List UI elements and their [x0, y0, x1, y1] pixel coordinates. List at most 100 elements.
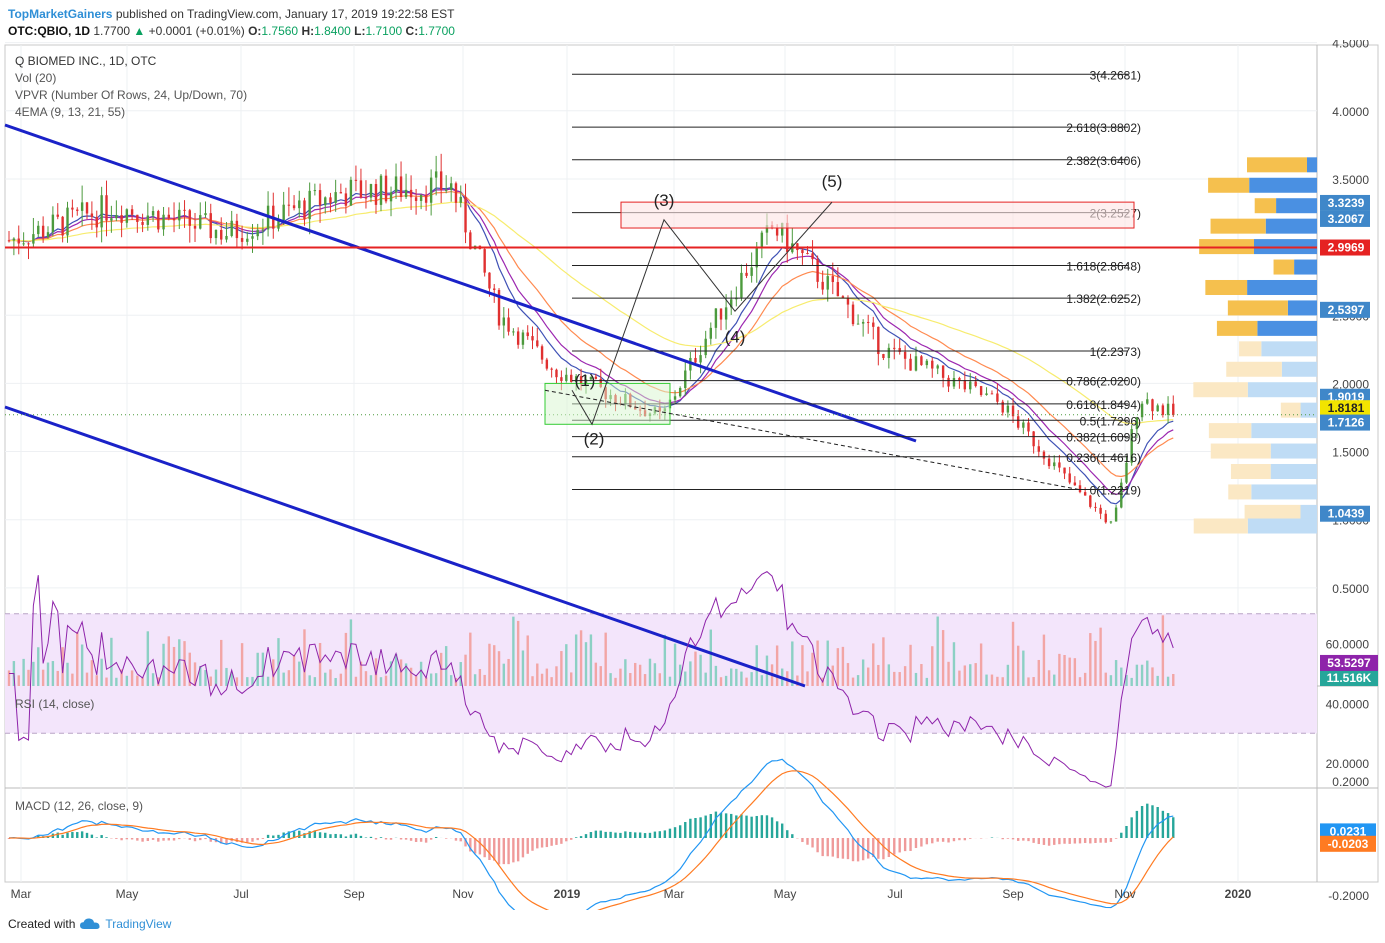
- wave-label: (2): [584, 430, 605, 449]
- macd-histogram-bar: [209, 838, 212, 842]
- macd-histogram-bar: [941, 838, 945, 842]
- volume-bar: [473, 674, 477, 686]
- candle-body: [920, 356, 923, 366]
- candle-body: [414, 197, 418, 201]
- volume-bar: [1161, 615, 1165, 686]
- macd-histogram-bar: [136, 838, 139, 841]
- macd-histogram-bar: [861, 838, 865, 861]
- macd-histogram-bar: [877, 838, 880, 859]
- up-arrow-icon: ▲: [133, 24, 146, 38]
- candle-body: [419, 194, 423, 201]
- candle-body: [780, 222, 784, 236]
- candle-body: [459, 196, 462, 203]
- candle-body: [167, 214, 170, 219]
- macd-histogram-bar: [1063, 838, 1066, 844]
- volume-bar: [225, 667, 228, 686]
- volume-bar: [464, 654, 467, 686]
- volume-bar: [151, 673, 155, 686]
- vpvr-down-bar: [1193, 518, 1248, 534]
- macd-histogram-bar: [599, 830, 602, 838]
- volume-bar: [46, 662, 50, 686]
- vpvr-down-bar: [1239, 341, 1262, 357]
- volume-bar: [1172, 674, 1175, 686]
- vpvr-up-bar: [1261, 341, 1317, 357]
- candle-body: [334, 192, 337, 203]
- candle-body: [786, 222, 789, 253]
- macd-histogram-bar: [459, 838, 462, 842]
- volume-bar: [724, 675, 728, 686]
- price-label-badge: [1320, 210, 1370, 227]
- volume-bar: [369, 675, 373, 686]
- tradingview-brand[interactable]: TradingView: [105, 917, 172, 931]
- rsi-value-text: 53.5297: [1327, 656, 1371, 670]
- vpvr-up-bar: [1294, 259, 1317, 275]
- candle-body: [172, 218, 176, 221]
- macd-histogram-bar: [1089, 838, 1092, 844]
- candle-body: [193, 225, 197, 229]
- candle-body: [120, 215, 123, 223]
- candle-body: [914, 356, 918, 371]
- candle-body: [816, 259, 819, 282]
- macd-histogram-bar: [648, 832, 652, 838]
- legend-ema: 4EMA (9, 13, 21, 55): [15, 105, 125, 119]
- candle-body: [449, 183, 453, 190]
- candle-body: [141, 221, 144, 225]
- macd-histogram-bar: [193, 838, 197, 842]
- macd-histogram-bar: [172, 838, 176, 841]
- volume-bar: [856, 675, 860, 686]
- candle-body: [146, 215, 150, 225]
- elliott-waves[interactable]: (1) (2) (3) (4) (5): [571, 172, 842, 449]
- fibonacci-extension[interactable]: 3.618(4.8956)3.382(4.6560)3(4.2681)2.618…: [544, 40, 1141, 497]
- macd-histogram-bar: [668, 828, 672, 838]
- volume-bar: [877, 664, 880, 686]
- candle-body: [454, 183, 458, 203]
- publisher-name[interactable]: TopMarketGainers: [8, 7, 113, 21]
- volume-bar: [663, 634, 667, 686]
- volume-bar: [308, 675, 311, 686]
- candle-body: [497, 289, 501, 326]
- macd-histogram-bar: [1032, 838, 1035, 843]
- macd-histogram-bar: [791, 834, 794, 838]
- publish-line: TopMarketGainers published on TradingVie…: [8, 6, 455, 23]
- price-axis-tick: 2.0000: [1332, 377, 1369, 391]
- entry-zone-box: [544, 382, 671, 425]
- price-label-text: 3.2067: [1328, 212, 1365, 226]
- macd-histogram-bar: [1016, 838, 1020, 841]
- volume-bar: [85, 672, 89, 686]
- candle-body: [512, 331, 515, 333]
- candle-body: [574, 376, 578, 382]
- volume-bar: [292, 655, 296, 686]
- candle-body: [1006, 405, 1010, 413]
- volume-bar: [893, 671, 896, 686]
- candle-body: [801, 250, 804, 254]
- volume-bar: [497, 651, 501, 686]
- macd-histogram-bar: [329, 834, 332, 838]
- candle-body: [277, 220, 280, 229]
- macd-histogram-bar: [246, 838, 249, 843]
- candle-body: [483, 249, 486, 273]
- volume-bar: [27, 669, 30, 686]
- macd-histogram-bar: [963, 838, 967, 841]
- volume-bar: [199, 665, 202, 686]
- candle-body: [1089, 495, 1092, 507]
- macd-histogram-bar: [1053, 838, 1056, 845]
- candle-body: [22, 243, 25, 245]
- volume-bar: [791, 641, 794, 686]
- volume-bar: [334, 677, 337, 686]
- candle-body: [963, 380, 967, 390]
- macd-histogram-bar: [678, 825, 682, 838]
- volume-bar: [531, 676, 534, 686]
- candle-body: [374, 184, 378, 205]
- legend: Q BIOMED INC., 1D, OTC Vol (20) VPVR (Nu…: [15, 54, 247, 813]
- candle-body: [90, 213, 94, 217]
- volume-bar: [1099, 627, 1102, 686]
- macd-histogram-bar: [256, 838, 259, 841]
- macd-histogram-bar: [414, 838, 418, 842]
- candle-body: [1083, 492, 1087, 496]
- candle-body: [1037, 446, 1040, 452]
- candle-body: [540, 346, 544, 360]
- macd-histogram-bar: [469, 838, 472, 852]
- volume-bar: [565, 644, 568, 686]
- chart-canvas[interactable]: 3.618(4.8956)3.382(4.6560)3(4.2681)2.618…: [0, 40, 1385, 910]
- macd-axis-tick: 0.2000: [1332, 775, 1369, 789]
